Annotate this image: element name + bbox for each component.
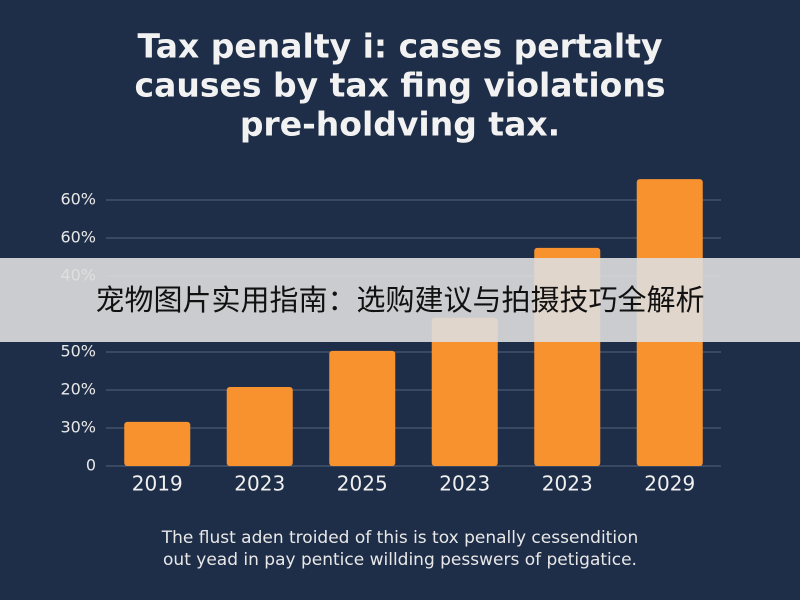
- y-tick-label: 50%: [60, 342, 96, 361]
- x-tick-label: 2023: [439, 472, 490, 496]
- y-tick-label: 0: [86, 456, 96, 475]
- x-tick-label: 2023: [542, 472, 593, 496]
- x-tick-label: 2025: [337, 472, 388, 496]
- overlay-text: 宠物图片实用指南：选购建议与拍摄技巧全解析: [95, 283, 704, 317]
- y-tick-label: 20%: [60, 380, 96, 399]
- x-tick-label: 2019: [132, 472, 183, 496]
- y-tick-label: 60%: [60, 228, 96, 247]
- y-tick-label: 60%: [60, 190, 96, 209]
- bar: [226, 386, 293, 466]
- bar: [329, 350, 396, 466]
- y-tick-label: 30%: [60, 418, 96, 437]
- overlay-banner: [0, 258, 800, 342]
- bar: [431, 317, 498, 466]
- chart-title: pre-holdving tax.: [240, 105, 560, 144]
- chart-title: causes by tax fing violations: [135, 66, 666, 105]
- bar: [124, 421, 191, 466]
- chart-title: Tax penalty i: cases pertalty: [137, 27, 662, 66]
- x-tick-label: 2029: [644, 472, 695, 496]
- caption: The flust aden troided of this is tox pe…: [161, 528, 639, 548]
- caption: out yead in pay pentice willding pesswer…: [163, 550, 637, 570]
- x-tick-label: 2023: [234, 472, 285, 496]
